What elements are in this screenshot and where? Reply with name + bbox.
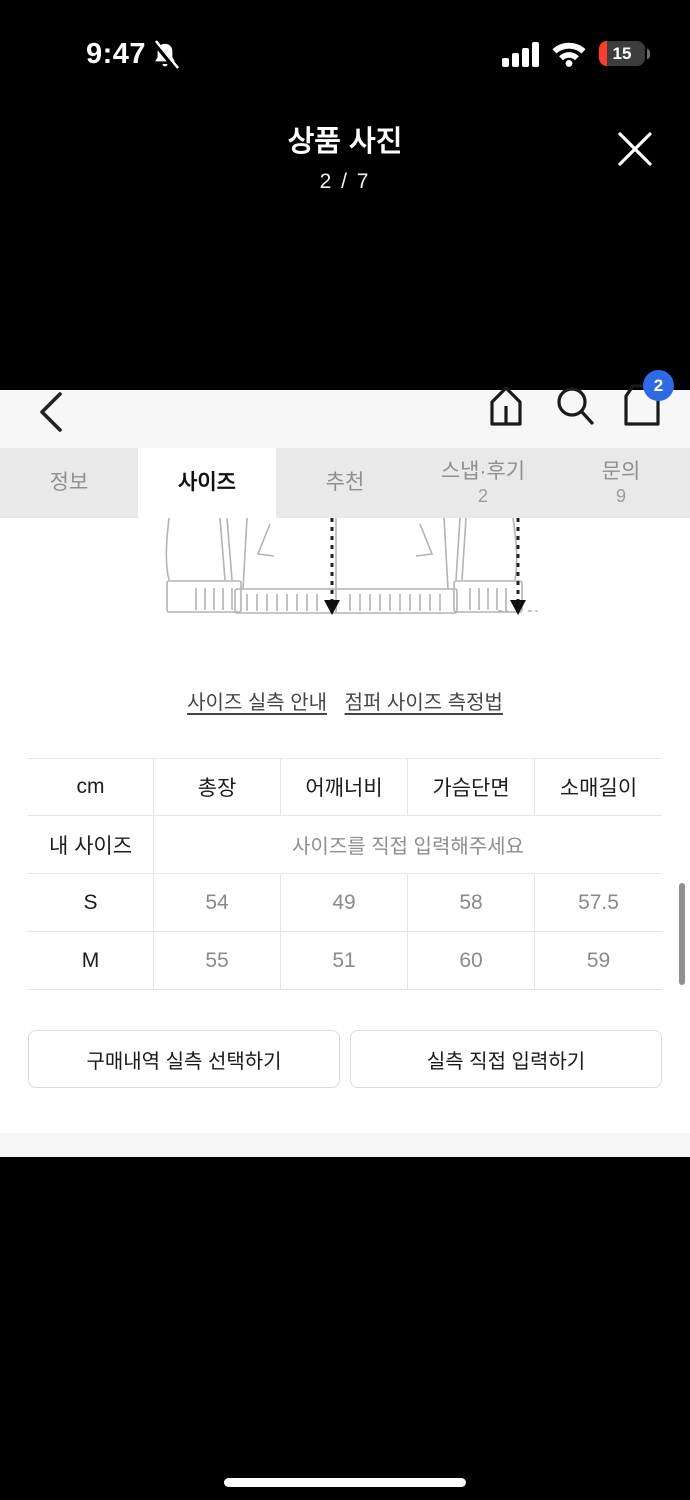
tab-size[interactable]: 사이즈 (138, 448, 276, 518)
jacket-measurement-diagram (165, 518, 538, 615)
status-bar: 9:47 15 (0, 36, 690, 76)
tab-recommend[interactable]: 추천 (325, 470, 365, 494)
my-size-input-note[interactable]: 사이즈를 직접 입력해주세요 (153, 815, 662, 873)
m-shoulder: 51 (280, 931, 407, 990)
battery-icon: 15 (599, 41, 645, 66)
wifi-icon (552, 42, 586, 67)
battery-cap (647, 48, 650, 59)
battery-level-fill (599, 41, 607, 66)
size-measure-guide-link[interactable]: 사이즈 실측 안내 (187, 692, 328, 714)
size-tab-content: 사이즈 실측 안내 점퍼 사이즈 측정법 cm 총장 어깨너비 가슴단면 소매길… (0, 518, 690, 1133)
enter-measurements-button[interactable]: 실측 직접 입력하기 (350, 1030, 662, 1088)
m-total-length: 55 (153, 931, 280, 990)
tab-bar: 정보 사이즈 추천 스냅·후기 2 문의 9 (0, 448, 690, 518)
close-icon[interactable] (616, 130, 656, 170)
size-table: cm 총장 어깨너비 가슴단면 소매길이 내 사이즈 사이즈를 직접 입력해주세… (28, 758, 662, 990)
bell-slash-icon (150, 40, 180, 72)
scrollbar-thumb[interactable] (679, 883, 685, 985)
s-chest: 58 (407, 873, 534, 931)
viewer-title: 상품 사진 (287, 126, 403, 158)
size-guide-links: 사이즈 실측 안내 점퍼 사이즈 측정법 (0, 686, 690, 715)
home-button[interactable] (484, 380, 528, 428)
sleeve-measure-arrow (510, 518, 526, 615)
top-navbar: 2 (0, 370, 690, 448)
home-indicator[interactable] (224, 1478, 466, 1487)
tab-count: 2 (477, 485, 488, 506)
page-indicator: 2 / 7 (319, 170, 371, 193)
cell-signal-icon (502, 41, 539, 67)
table-row-size-m: M (28, 931, 153, 990)
s-shoulder: 49 (280, 873, 407, 931)
back-button[interactable] (34, 388, 78, 436)
measure-action-buttons: 구매내역 실측 선택하기 실측 직접 입력하기 (28, 1030, 662, 1088)
photo-viewer-header: 상품 사진 2 / 7 (0, 118, 690, 194)
select-from-purchase-history-button[interactable]: 구매내역 실측 선택하기 (28, 1030, 340, 1088)
s-sleeve: 57.5 (534, 873, 662, 931)
s-total-length: 54 (153, 873, 280, 931)
table-header-shoulder: 어깨너비 (280, 758, 407, 815)
cart-badge: 2 (643, 370, 674, 401)
search-button[interactable] (552, 380, 596, 428)
clock: 9:47 (86, 38, 147, 70)
m-chest: 60 (407, 931, 534, 990)
jumper-measure-method-link[interactable]: 점퍼 사이즈 측정법 (344, 692, 503, 714)
tab-snap-reviews[interactable]: 스냅·후기 2 (440, 459, 526, 506)
status-indicators: 15 (502, 40, 650, 67)
table-row-size-s: S (28, 873, 153, 931)
length-measure-arrow (324, 518, 340, 615)
home-icon (490, 386, 522, 426)
battery-percent: 15 (612, 43, 632, 63)
content-bottom-strip (0, 1133, 690, 1157)
tab-info[interactable]: 정보 (49, 470, 89, 494)
tab-count: 9 (615, 485, 626, 506)
shopping-bag-icon (624, 384, 660, 426)
m-sleeve: 59 (534, 931, 662, 990)
photo-viewer-bottom-area (0, 1157, 690, 1500)
cart-button[interactable]: 2 (620, 370, 674, 428)
table-header-sleeve: 소매길이 (534, 758, 662, 815)
table-header-unit: cm (28, 758, 153, 815)
product-page-sheet: 2 정보 사이즈 추천 스냅·후기 2 문의 9 (0, 370, 690, 1157)
tab-inquiry[interactable]: 문의 9 (601, 459, 641, 506)
search-icon (557, 387, 594, 425)
my-size-label: 내 사이즈 (28, 815, 153, 873)
table-header-chest: 가슴단면 (407, 758, 534, 815)
table-header-total-length: 총장 (153, 758, 280, 815)
